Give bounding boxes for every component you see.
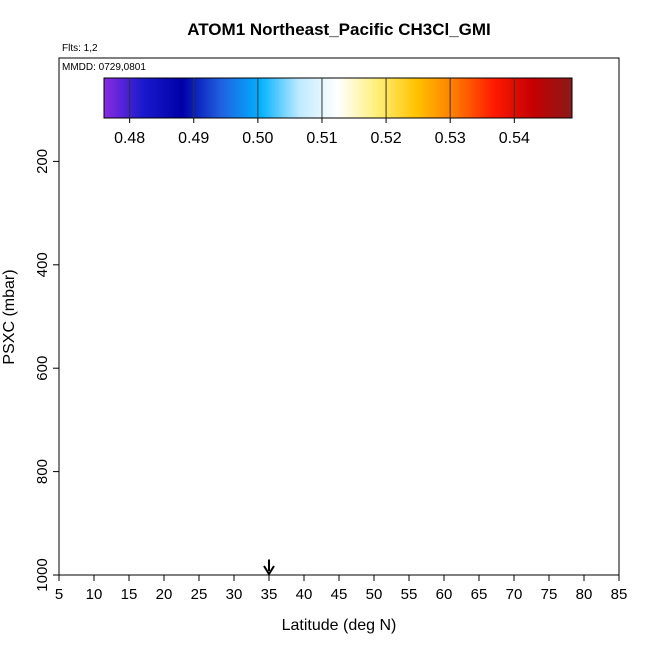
flights-note: Flts: 1,2 bbox=[62, 43, 98, 54]
dates-note: MMDD: 0729,0801 bbox=[62, 62, 146, 73]
chart-title: ATOM1 Northeast_Pacific CH3Cl_GMI bbox=[187, 20, 491, 39]
